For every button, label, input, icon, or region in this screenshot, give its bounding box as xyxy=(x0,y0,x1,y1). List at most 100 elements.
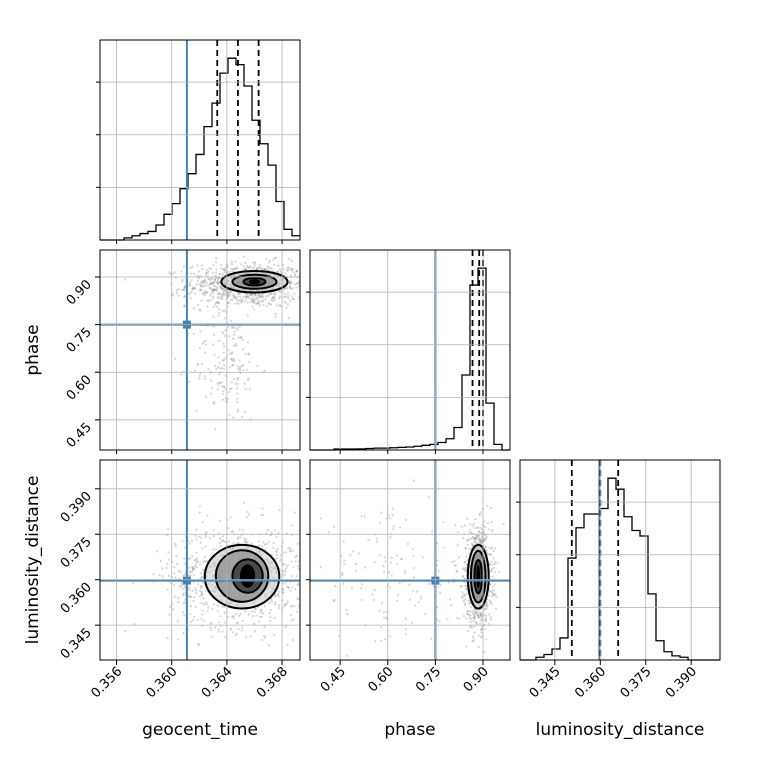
sample-point xyxy=(477,530,480,533)
sample-point xyxy=(221,297,224,300)
sample-point xyxy=(466,630,469,633)
sample-point xyxy=(291,270,295,274)
sample-point xyxy=(199,601,202,605)
sample-point xyxy=(199,309,202,312)
sample-point xyxy=(467,599,470,602)
sample-point xyxy=(472,639,475,642)
sample-point xyxy=(489,506,493,510)
sample-point xyxy=(277,593,280,596)
sample-point xyxy=(293,611,295,613)
sample-point xyxy=(276,270,279,273)
sample-point xyxy=(218,292,221,295)
sample-point xyxy=(173,595,177,598)
histogram-frame-luminosity_distance xyxy=(519,459,721,661)
sample-point xyxy=(223,309,226,312)
sample-point xyxy=(222,385,226,389)
sample-point xyxy=(213,278,217,281)
sample-point xyxy=(191,565,194,569)
sample-point xyxy=(349,553,352,556)
sample-point xyxy=(464,587,467,590)
sample-point xyxy=(297,560,300,563)
sample-point xyxy=(200,593,204,596)
sample-point xyxy=(216,292,219,296)
sample-point xyxy=(213,401,216,404)
sample-point xyxy=(204,395,208,398)
sample-point xyxy=(261,298,264,302)
sample-point xyxy=(183,614,186,617)
sample-point xyxy=(246,540,249,543)
sample-point xyxy=(486,504,489,508)
sample-point xyxy=(202,285,205,288)
sample-point xyxy=(465,555,468,558)
sample-point xyxy=(223,317,227,320)
sample-point xyxy=(331,576,333,578)
sample-point xyxy=(392,525,395,528)
sample-point xyxy=(354,562,357,566)
ytick-label-phase-2: 0.75 xyxy=(64,325,95,356)
sample-point xyxy=(248,265,252,268)
sample-point xyxy=(464,547,467,550)
sample-point xyxy=(228,301,231,304)
sample-point xyxy=(180,373,183,376)
sample-point xyxy=(396,594,399,597)
sample-point xyxy=(235,344,238,347)
sample-point xyxy=(491,594,495,597)
sample-point xyxy=(449,604,452,607)
sample-point xyxy=(257,301,260,304)
sample-point xyxy=(218,296,221,299)
sample-point xyxy=(310,574,312,576)
sample-point xyxy=(202,597,205,600)
sample-point xyxy=(471,635,474,638)
sample-point xyxy=(388,586,392,589)
sample-point xyxy=(291,297,295,300)
sample-point xyxy=(278,560,282,563)
sample-point xyxy=(248,388,252,391)
sample-point xyxy=(265,295,268,298)
sample-point xyxy=(451,560,454,564)
sample-point xyxy=(208,282,212,285)
sample-point xyxy=(201,279,205,282)
sample-point xyxy=(189,281,192,284)
sample-point xyxy=(230,381,233,384)
sample-point xyxy=(216,296,219,299)
sample-point xyxy=(236,410,239,413)
sample-point xyxy=(472,617,475,620)
sample-point xyxy=(244,295,247,298)
sample-point xyxy=(206,305,209,308)
contour-1-1 xyxy=(214,549,270,603)
sample-point xyxy=(474,621,478,624)
sample-point xyxy=(263,625,266,628)
sample-point xyxy=(218,311,221,314)
sample-point xyxy=(242,295,245,299)
sample-point xyxy=(379,626,383,629)
sample-point xyxy=(256,294,259,297)
sample-point xyxy=(183,305,186,308)
sample-point xyxy=(221,287,224,290)
sample-point xyxy=(218,339,221,342)
panel-frame-1 xyxy=(99,459,301,661)
sample-point xyxy=(247,352,250,355)
sample-point xyxy=(237,299,240,302)
sample-point xyxy=(332,599,336,602)
sample-point xyxy=(188,380,191,383)
sample-point xyxy=(230,358,233,361)
sample-point xyxy=(382,611,385,614)
sample-point xyxy=(427,582,431,585)
sample-point xyxy=(213,279,217,282)
sample-point xyxy=(183,557,186,560)
sample-point xyxy=(212,281,215,284)
sample-point xyxy=(219,381,222,384)
sample-point xyxy=(490,547,493,550)
sample-point xyxy=(489,601,492,604)
sample-point xyxy=(241,338,244,341)
sample-point xyxy=(222,367,226,371)
sample-point xyxy=(231,325,234,328)
sample-point xyxy=(197,303,200,306)
sample-point xyxy=(476,526,479,529)
sample-point xyxy=(241,298,244,301)
sample-point xyxy=(489,583,492,586)
sample-point xyxy=(389,561,393,564)
sample-point xyxy=(371,593,374,596)
sample-point xyxy=(206,514,209,517)
sample-point xyxy=(270,531,273,534)
